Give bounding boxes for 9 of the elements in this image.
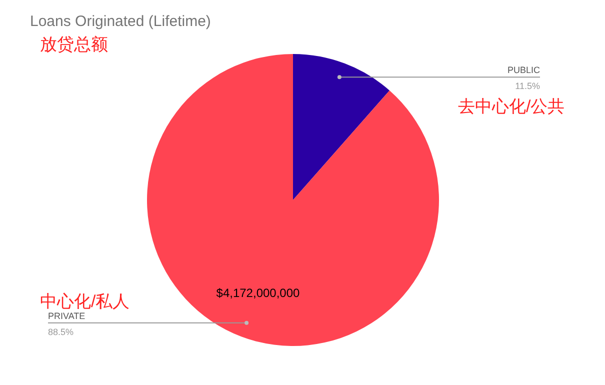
slice-label: PRIVATE	[48, 310, 86, 321]
text: 去中心化/公共	[458, 97, 565, 116]
data-label: 11.5%	[515, 81, 540, 92]
text: 中心化/私人	[40, 292, 130, 311]
data-label: 88.5%	[48, 326, 74, 337]
text: 放贷总额	[40, 35, 108, 54]
text: $4,172,000,000	[216, 286, 300, 300]
chart-title: Loans Originated (Lifetime)	[30, 13, 211, 30]
slice-label: PUBLIC	[507, 65, 540, 76]
